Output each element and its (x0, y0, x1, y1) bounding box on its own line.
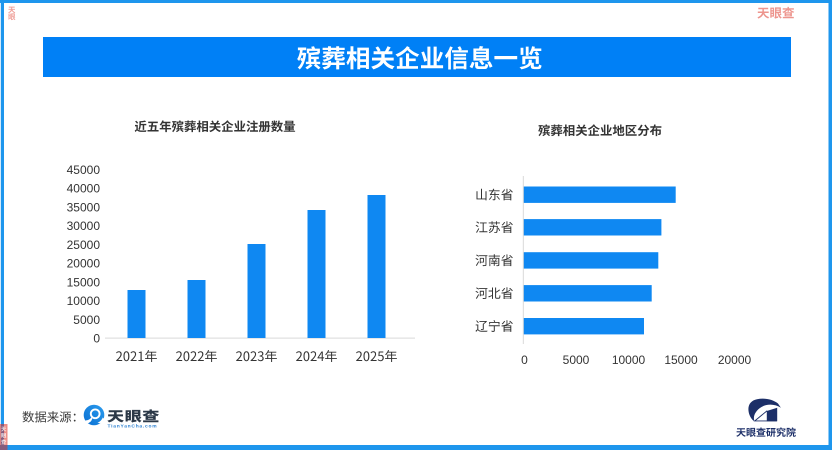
svg-text:10000: 10000 (67, 294, 101, 308)
svg-text:15000: 15000 (664, 353, 698, 367)
svg-text:35000: 35000 (67, 200, 101, 214)
svg-text:45000: 45000 (67, 163, 101, 177)
svg-text:30000: 30000 (67, 219, 101, 233)
svg-text:5000: 5000 (563, 353, 590, 367)
svg-text:0: 0 (521, 353, 528, 367)
svg-text:20000: 20000 (718, 353, 752, 367)
svg-text:10000: 10000 (612, 353, 646, 367)
svg-text:TianYanCha.com: TianYanCha.com (108, 423, 158, 429)
svg-text:40000: 40000 (67, 182, 101, 196)
svg-text:15000: 15000 (67, 275, 101, 289)
svg-text:0: 0 (93, 332, 100, 346)
svg-text:5000: 5000 (73, 313, 100, 327)
svg-text:25000: 25000 (67, 238, 101, 252)
svg-text:20000: 20000 (67, 257, 101, 271)
